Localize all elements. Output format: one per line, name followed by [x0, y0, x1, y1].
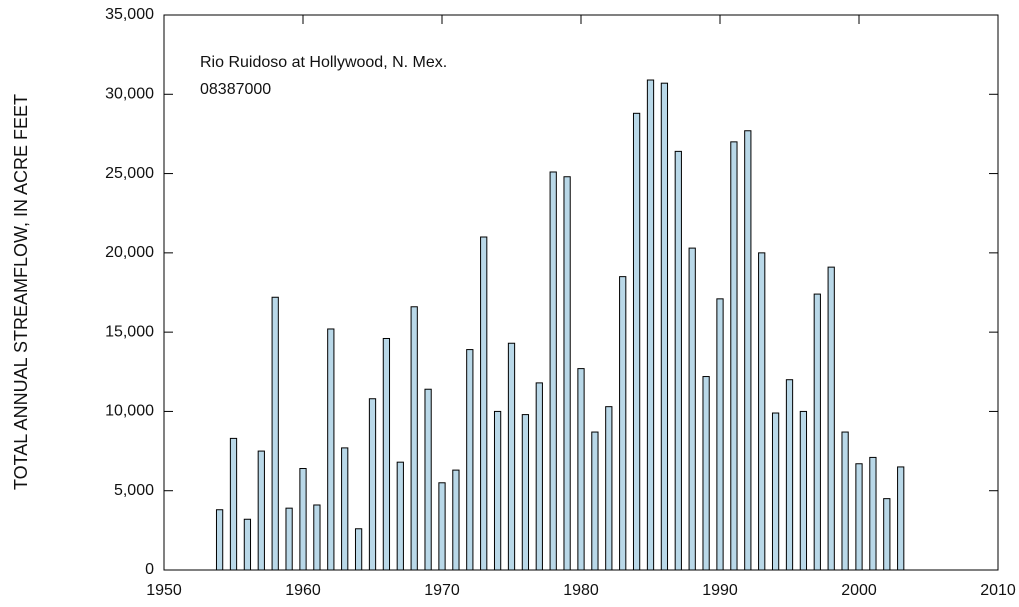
bar — [799, 410, 808, 571]
bar — [507, 342, 516, 571]
bar — [646, 79, 655, 571]
bar — [480, 236, 488, 571]
bar — [424, 388, 432, 571]
bar — [452, 469, 460, 571]
bar — [688, 247, 696, 571]
bar — [493, 410, 502, 571]
x-tick-label: 1970 — [424, 582, 460, 599]
y-tick-label: 5,000 — [114, 482, 154, 499]
bar — [660, 82, 669, 571]
bar — [591, 431, 599, 571]
bar — [716, 298, 724, 571]
bar — [243, 518, 252, 571]
bar — [313, 504, 321, 571]
bar — [341, 447, 349, 571]
x-tick-label: 1980 — [563, 582, 599, 599]
bar — [535, 382, 543, 571]
bar — [563, 176, 571, 571]
x-tick-label: 1950 — [146, 582, 182, 599]
bar — [744, 130, 752, 571]
x-tick-label: 2010 — [980, 582, 1016, 599]
bar — [257, 450, 265, 571]
y-tick-label: 10,000 — [105, 403, 154, 420]
bar — [229, 437, 238, 571]
bar — [841, 431, 849, 571]
y-tick-label: 30,000 — [105, 86, 154, 103]
bar — [813, 293, 821, 571]
annotation: 08387000 — [200, 81, 271, 98]
bar — [410, 306, 418, 571]
bar — [438, 482, 446, 571]
bar — [605, 406, 613, 571]
y-tick-label: 15,000 — [105, 323, 154, 340]
bar — [883, 498, 891, 571]
bar — [466, 349, 474, 571]
y-tick-label: 35,000 — [105, 6, 154, 23]
bar — [702, 376, 710, 571]
bar — [632, 112, 641, 571]
bar — [215, 509, 224, 571]
x-tick-label: 2000 — [841, 582, 877, 599]
bar — [619, 276, 627, 571]
bar — [299, 468, 307, 571]
bar — [549, 171, 557, 571]
bar — [354, 528, 363, 571]
bar — [771, 412, 780, 571]
annotation: Rio Ruidoso at Hollywood, N. Mex. — [200, 54, 447, 71]
bar — [869, 456, 877, 571]
bar — [382, 337, 391, 571]
y-tick-label: 20,000 — [105, 244, 154, 261]
bar — [827, 266, 835, 571]
bar — [368, 398, 377, 571]
bar — [674, 150, 682, 571]
bar — [521, 414, 530, 571]
y-axis-label: TOTAL ANNUAL STREAMFLOW, IN ACRE FEET — [11, 94, 31, 490]
y-tick-label: 25,000 — [105, 165, 154, 182]
bar — [897, 466, 905, 571]
x-tick-label: 1960 — [285, 582, 321, 599]
y-tick-label: 0 — [145, 561, 154, 578]
bar — [758, 252, 766, 571]
bar — [855, 463, 863, 571]
bar — [396, 461, 404, 571]
bar — [271, 296, 279, 571]
bar — [785, 379, 794, 571]
bar — [327, 328, 335, 571]
bar — [285, 507, 293, 571]
bar — [730, 141, 738, 571]
bar — [577, 368, 585, 571]
x-tick-label: 1990 — [702, 582, 738, 599]
